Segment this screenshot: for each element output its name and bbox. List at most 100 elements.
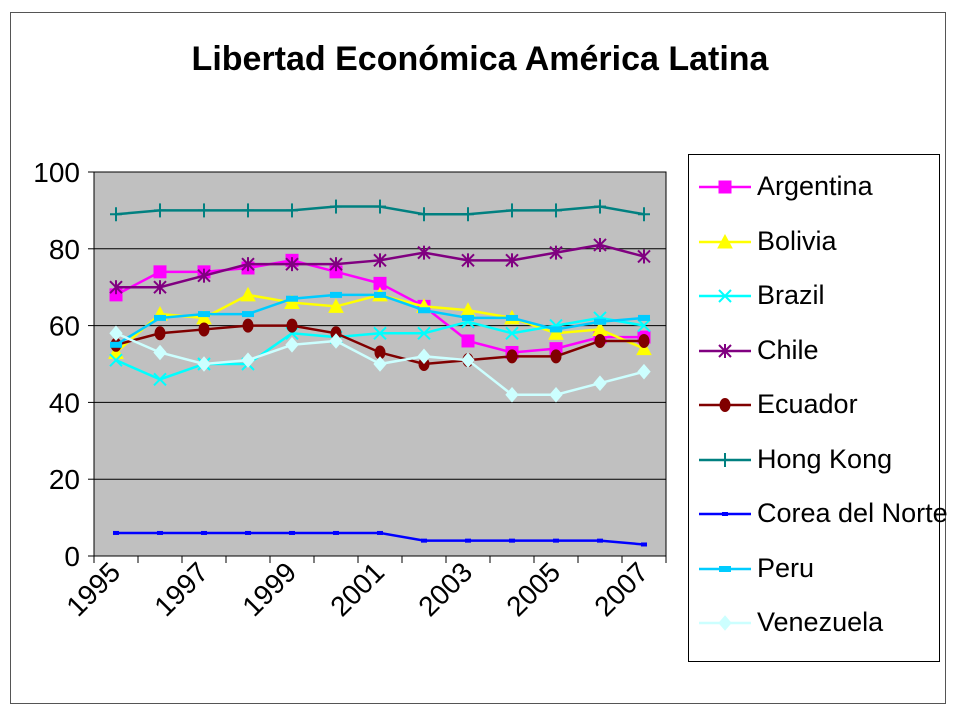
legend-label: Venezuela bbox=[757, 607, 884, 637]
data-point-corea-del-norte bbox=[113, 530, 119, 535]
x-tick-label: 2001 bbox=[324, 556, 390, 622]
data-point-peru bbox=[286, 295, 298, 302]
series-peru bbox=[110, 291, 650, 348]
data-point-corea-del-norte bbox=[553, 538, 559, 543]
data-point-venezuela bbox=[197, 356, 211, 372]
data-point-hong-kong bbox=[110, 207, 122, 222]
data-point-peru bbox=[462, 314, 474, 321]
data-point-brazil bbox=[505, 326, 519, 340]
data-point-corea-del-norte bbox=[509, 538, 515, 543]
data-point-peru bbox=[506, 314, 518, 321]
legend: Argentina Bolivia Brazil Chile Ecuador Hong K… bbox=[688, 154, 948, 662]
legend-swatch-venezuela bbox=[699, 615, 751, 631]
series-hong-kong bbox=[110, 199, 650, 222]
data-point-ecuador bbox=[286, 318, 298, 333]
data-point-bolivia bbox=[284, 294, 300, 310]
legend-swatch-ecuador bbox=[699, 398, 751, 412]
legend-swatch-brazil bbox=[699, 289, 751, 303]
x-tick-label: 1999 bbox=[236, 556, 302, 622]
legend-item-hong-kong: Hong Kong bbox=[689, 440, 939, 480]
y-tick-label: 20 bbox=[49, 464, 80, 495]
data-point-hong-kong bbox=[638, 207, 650, 222]
series-corea-del-norte bbox=[113, 530, 647, 547]
data-point-venezuela bbox=[549, 386, 563, 403]
x-tick-label: 1997 bbox=[148, 556, 214, 622]
legend-label: Chile bbox=[757, 334, 819, 365]
data-point-chile bbox=[461, 253, 475, 268]
data-point-venezuela bbox=[417, 348, 431, 365]
y-tick-label: 60 bbox=[49, 311, 80, 342]
data-point-chile bbox=[153, 280, 167, 295]
data-point-chile bbox=[285, 257, 299, 272]
data-point-venezuela bbox=[109, 325, 123, 342]
y-tick-label: 100 bbox=[33, 157, 80, 188]
data-point-chile bbox=[241, 257, 255, 272]
data-point-corea-del-norte bbox=[597, 538, 603, 543]
data-point-chile bbox=[109, 280, 123, 295]
data-point-venezuela bbox=[285, 337, 299, 353]
legend-marker bbox=[717, 233, 733, 248]
legend-item-brazil: Brazil bbox=[689, 276, 939, 316]
data-point-hong-kong bbox=[242, 203, 254, 218]
data-point-peru bbox=[198, 311, 210, 318]
data-point-corea-del-norte bbox=[289, 530, 295, 535]
y-tick-label: 80 bbox=[49, 234, 80, 265]
data-point-brazil bbox=[637, 318, 651, 333]
legend-swatch-argentina bbox=[699, 180, 751, 194]
legend-swatch-hong-kong bbox=[699, 452, 751, 467]
legend-item-chile: Chile bbox=[689, 331, 939, 371]
data-point-ecuador bbox=[506, 349, 518, 364]
data-point-venezuela bbox=[373, 356, 387, 372]
data-point-hong-kong bbox=[506, 203, 518, 218]
legend-marker bbox=[719, 398, 731, 412]
data-point-corea-del-norte bbox=[641, 542, 647, 547]
legend-label: Bolivia bbox=[757, 225, 837, 256]
legend-marker bbox=[718, 343, 732, 358]
legend-marker bbox=[718, 289, 732, 303]
data-point-brazil bbox=[373, 326, 387, 340]
data-point-chile bbox=[505, 253, 519, 268]
chart-title: Libertad Económica América Latina bbox=[191, 40, 769, 78]
legend-label: Brazil bbox=[757, 280, 825, 310]
data-point-hong-kong bbox=[550, 203, 562, 218]
data-point-brazil bbox=[153, 372, 167, 387]
legend-swatch-chile bbox=[699, 343, 751, 358]
x-tick-label: 2003 bbox=[412, 556, 478, 622]
data-point-peru bbox=[550, 326, 562, 333]
data-point-ecuador bbox=[638, 333, 650, 348]
data-point-chile bbox=[637, 249, 651, 264]
data-point-argentina bbox=[153, 265, 167, 279]
data-point-corea-del-norte bbox=[465, 538, 471, 543]
data-point-hong-kong bbox=[198, 203, 210, 218]
data-point-venezuela bbox=[329, 333, 343, 349]
x-tick-label: 2005 bbox=[500, 556, 566, 622]
legend-item-corea-del-norte: Corea del Norte bbox=[689, 494, 948, 534]
data-point-venezuela bbox=[593, 375, 607, 391]
data-point-ecuador bbox=[242, 318, 254, 333]
data-point-peru bbox=[638, 314, 650, 321]
data-point-ecuador bbox=[594, 333, 606, 348]
data-point-ecuador bbox=[198, 322, 210, 337]
series-venezuela bbox=[109, 325, 651, 403]
legend-label: Ecuador bbox=[757, 389, 858, 419]
data-point-bolivia bbox=[548, 325, 564, 340]
data-point-corea-del-norte bbox=[333, 530, 339, 535]
legend-marker bbox=[718, 180, 732, 194]
data-point-venezuela bbox=[461, 352, 475, 368]
data-point-chile bbox=[197, 268, 211, 283]
data-point-hong-kong bbox=[374, 199, 386, 214]
data-point-venezuela bbox=[505, 386, 519, 403]
data-point-peru bbox=[242, 311, 254, 318]
data-point-brazil bbox=[109, 353, 123, 367]
data-point-hong-kong bbox=[286, 203, 298, 218]
data-point-corea-del-norte bbox=[201, 530, 207, 535]
data-point-venezuela bbox=[637, 363, 651, 380]
chart-frame bbox=[10, 12, 946, 704]
legend-item-argentina: Argentina bbox=[689, 167, 939, 207]
legend-label: Peru bbox=[757, 552, 815, 583]
legend-marker bbox=[722, 512, 728, 516]
data-point-chile bbox=[329, 257, 343, 272]
data-point-hong-kong bbox=[330, 199, 342, 214]
data-point-chile bbox=[549, 245, 563, 260]
data-point-venezuela bbox=[153, 344, 167, 361]
